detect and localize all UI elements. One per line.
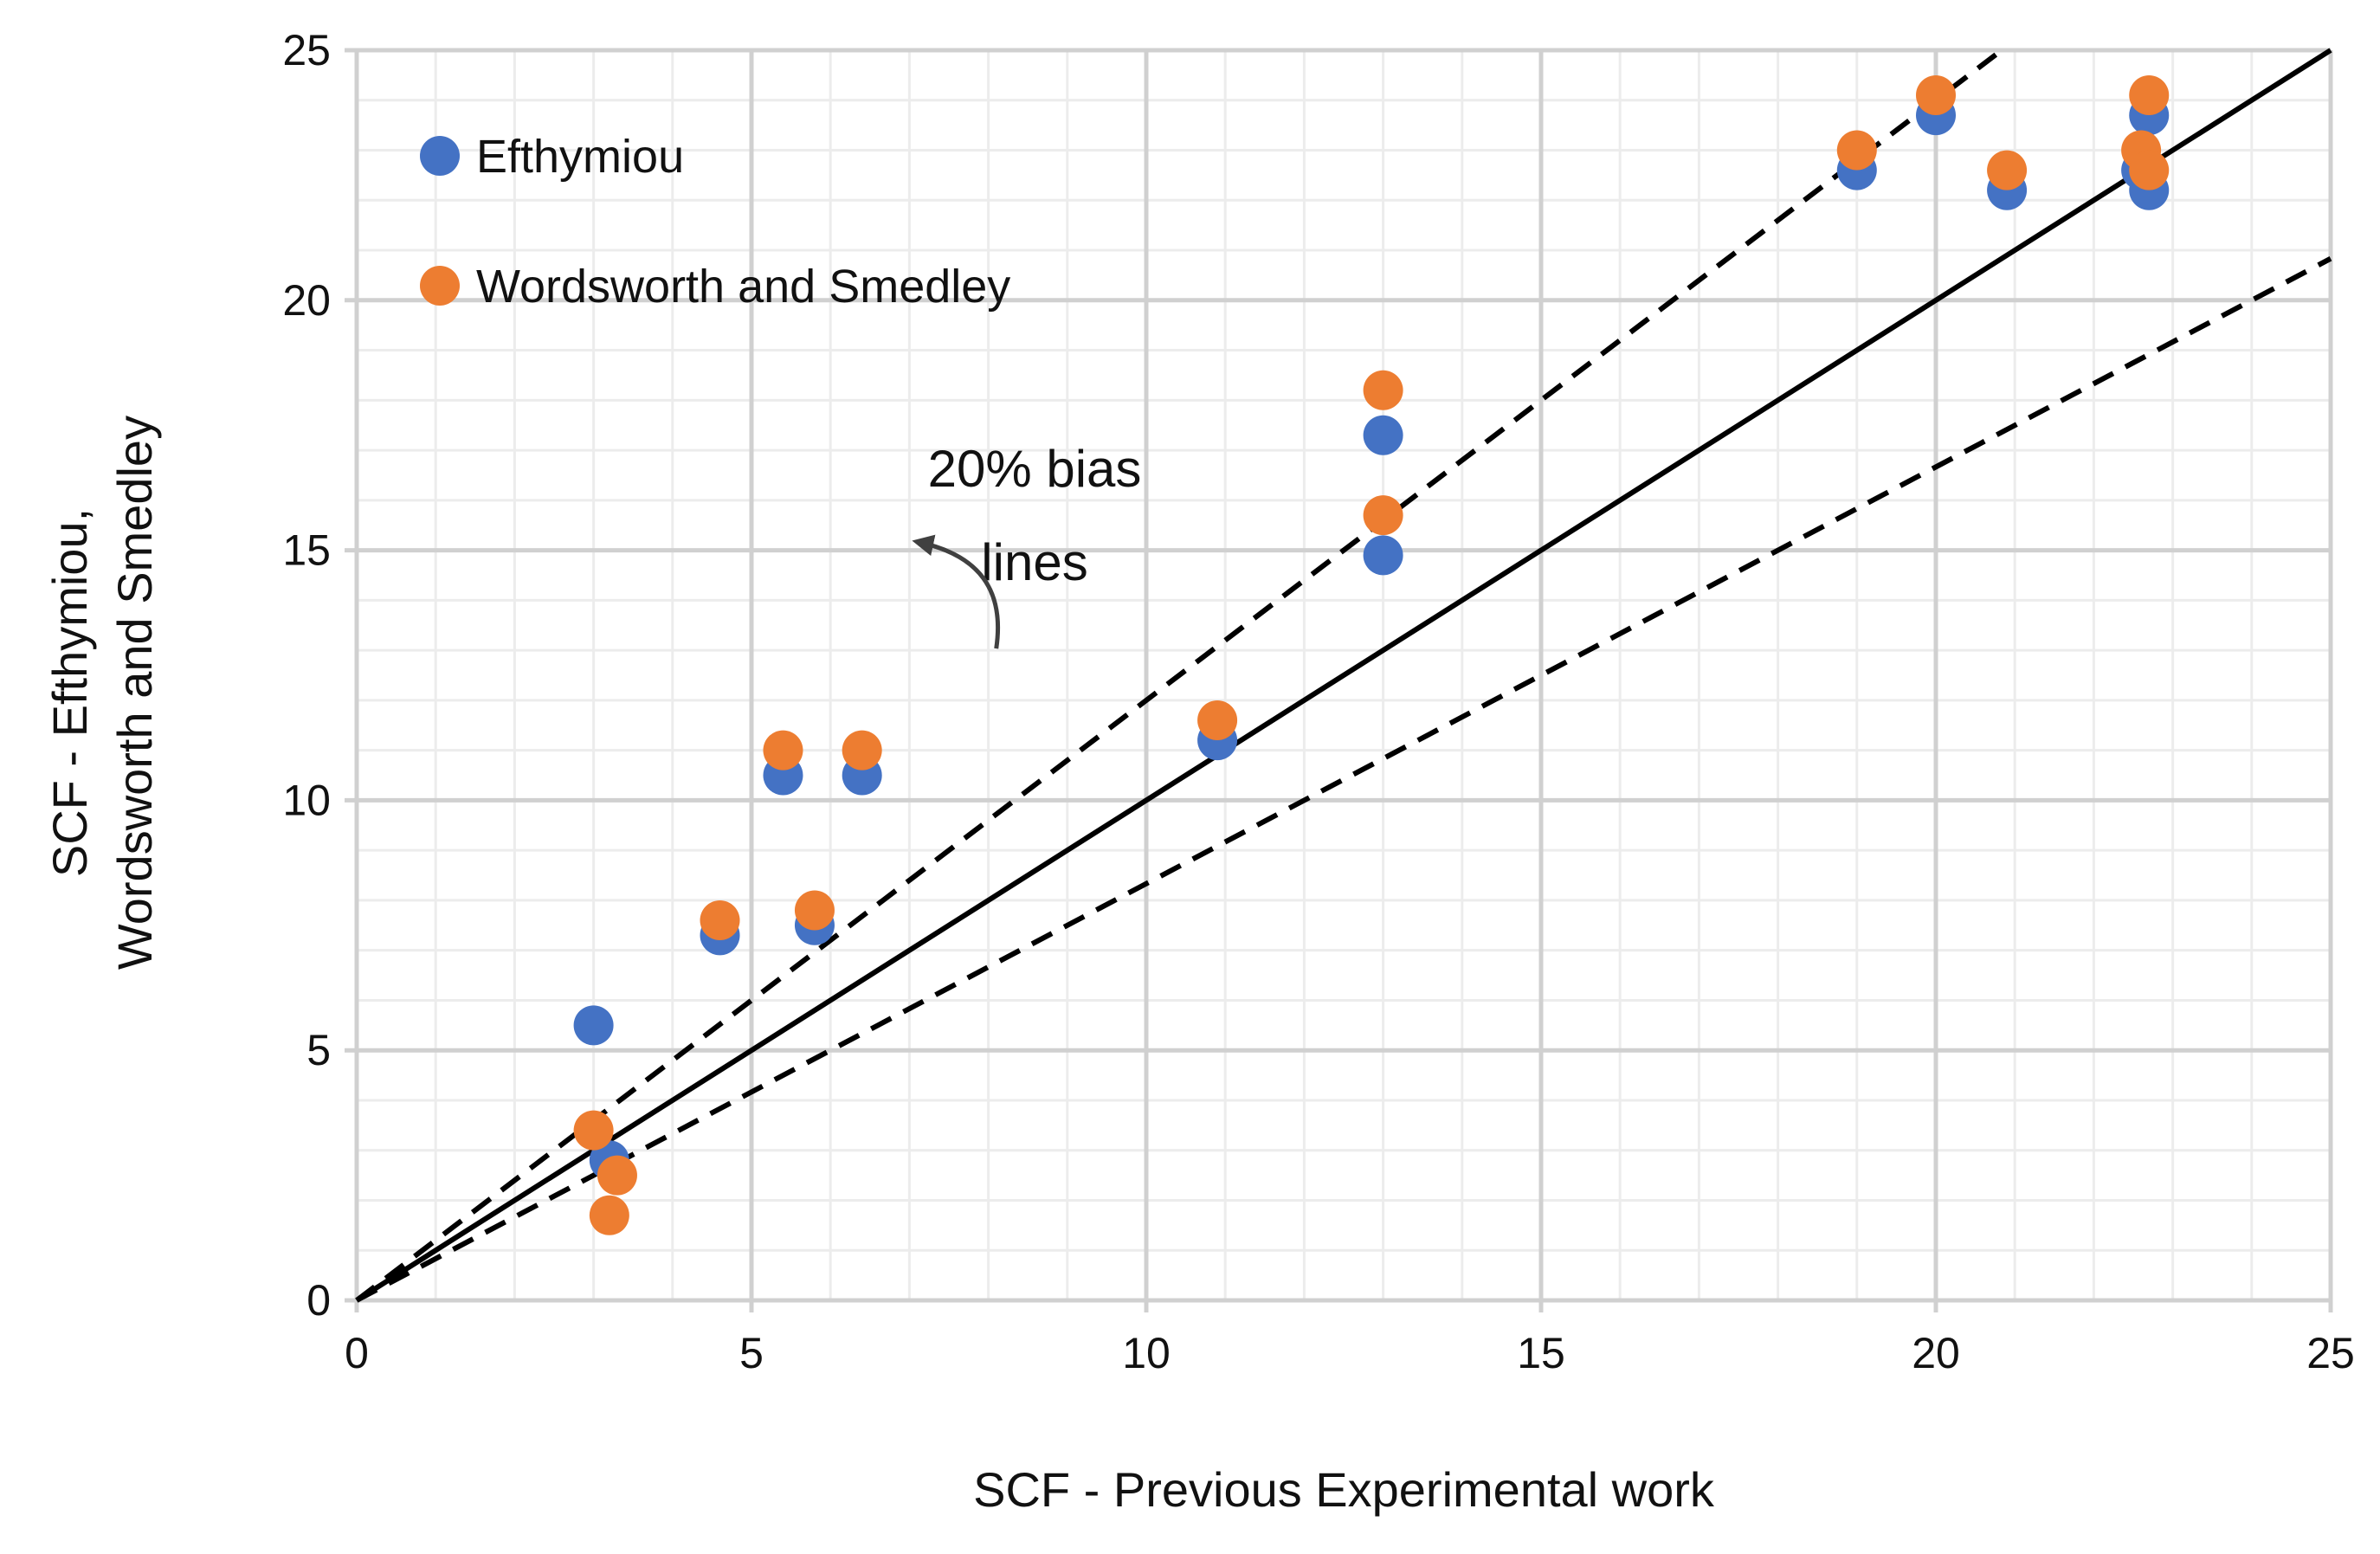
x-tick-label: 5: [739, 1329, 764, 1377]
wordsworth-smedley-point: [700, 900, 740, 941]
wordsworth-smedley-point: [1916, 74, 1956, 115]
y-tick-label: 5: [306, 1026, 331, 1074]
wordsworth-smedley-point: [573, 1110, 614, 1151]
legend-marker: [420, 266, 460, 306]
identity-line: [355, 48, 2332, 1303]
x-tick-label: 15: [1517, 1329, 1565, 1377]
wordsworth-smedley-point: [2129, 150, 2170, 190]
data-points: [573, 74, 2170, 1235]
y-tick-label: 20: [282, 276, 331, 325]
legend-marker: [420, 136, 460, 176]
efthymiou-point: [1363, 415, 1403, 455]
efthymiou-point: [573, 1005, 614, 1046]
y-tick-label: 15: [282, 526, 331, 575]
y-tick-label: 10: [282, 776, 331, 824]
efthymiou-point: [1363, 535, 1403, 576]
wordsworth-smedley-point: [842, 730, 882, 771]
x-tick-label: 0: [345, 1329, 369, 1377]
y-tick-label: 25: [282, 26, 331, 74]
wordsworth-smedley-point: [1363, 495, 1403, 536]
bias-line: [355, 256, 2332, 1303]
x-tick-label: 25: [2306, 1329, 2355, 1377]
annotation-arrow: [912, 534, 1001, 649]
wordsworth-smedley-point: [1363, 370, 1403, 410]
y-tick-label: 0: [306, 1276, 331, 1325]
wordsworth-smedley-point: [1197, 700, 1238, 740]
reference-lines: [355, 48, 2332, 1303]
wordsworth-smedley-point: [1987, 150, 2028, 190]
tick-labels: 0 5 10 15 20 25 0 5 10 15 20 25: [282, 26, 2354, 1377]
bias-line: [355, 48, 2003, 1303]
x-axis-title: SCF - Previous Experimental work: [973, 1462, 1715, 1517]
annotation-text-line-1: 20% bias: [928, 440, 1142, 498]
legend-label: Wordsworth and Smedley: [476, 261, 1010, 313]
annotation-text-line-2: lines: [981, 533, 1087, 591]
wordsworth-smedley-point: [589, 1195, 629, 1235]
y-axis-title-line-1: SCF - Efthymiou,: [42, 508, 97, 877]
wordsworth-smedley-point: [2129, 74, 2170, 115]
legend: Efthymiou Wordsworth and Smedley: [420, 131, 1010, 313]
wordsworth-smedley-point: [1836, 130, 1877, 171]
wordsworth-smedley-point: [597, 1155, 637, 1196]
x-tick-label: 10: [1122, 1329, 1171, 1377]
wordsworth-smedley-point: [763, 730, 803, 771]
wordsworth-smedley-point: [794, 890, 835, 931]
legend-label: Efthymiou: [476, 131, 684, 183]
x-tick-label: 20: [1912, 1329, 1960, 1377]
y-axis-title-line-2: Wordsworth and Smedley: [107, 416, 162, 970]
bias-annotation: 20% bias lines: [912, 440, 1142, 649]
